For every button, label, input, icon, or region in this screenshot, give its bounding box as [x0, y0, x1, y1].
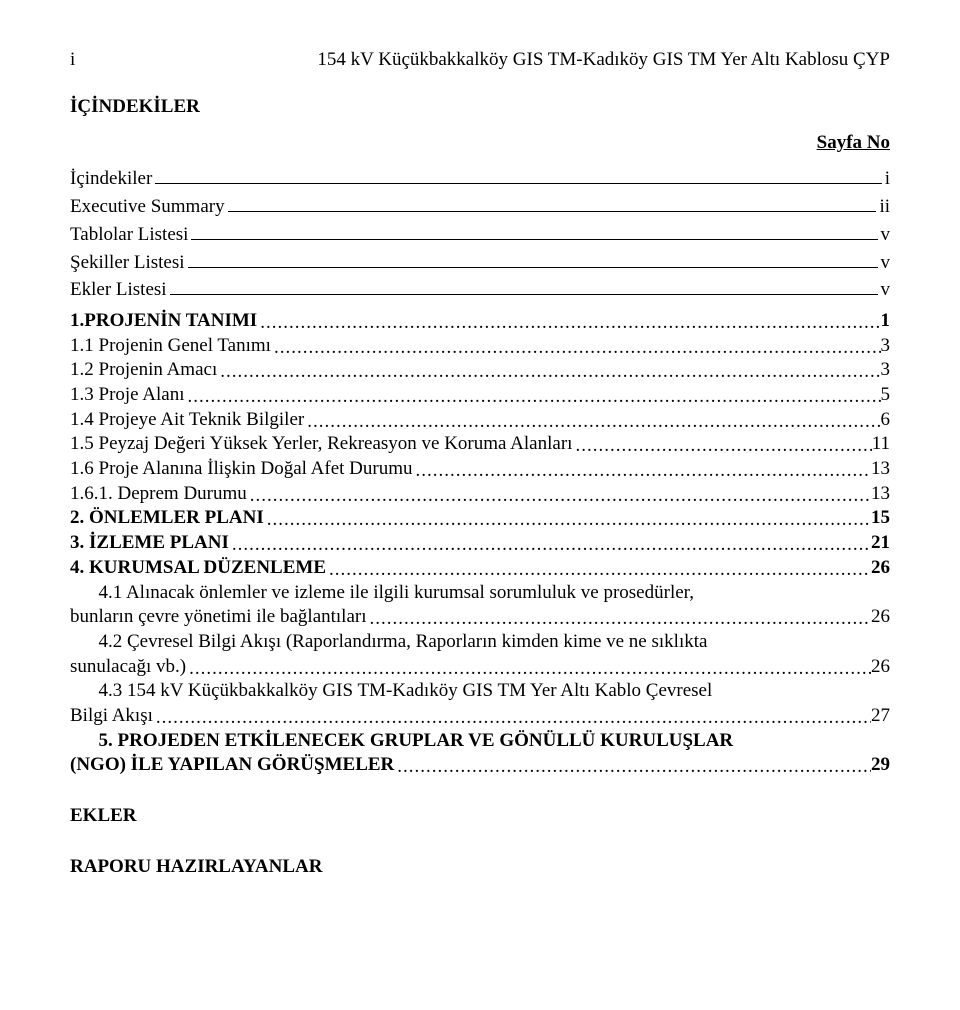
toc-page: 27 [871, 704, 890, 729]
toc-label: 1.2 Projenin Amacı [70, 358, 217, 383]
toc-wrap-line: 5. PROJEDEN ETKİLENECEK GRUPLAR VE GÖNÜL… [70, 729, 890, 754]
front-matter-page: v [881, 278, 891, 303]
underline-fill [191, 222, 877, 240]
toc-page: 29 [871, 753, 890, 778]
toc-row: 1.6 Proje Alanına İlişkin Doğal Afet Dur… [70, 457, 890, 482]
front-matter-row: Şekiller Listesi v [70, 249, 890, 275]
doc-title: 154 kV Küçükbakkalköy GIS TM-Kadıköy GIS… [317, 48, 890, 73]
toc-row: 3. İZLEME PLANI 21 [70, 531, 890, 556]
toc-dots [217, 360, 880, 385]
front-matter-label: Ekler Listesi [70, 278, 167, 303]
toc-label: 2. ÖNLEMLER PLANI [70, 506, 264, 531]
toc-row: sunulacağı vb.) 26 [70, 655, 890, 680]
toc-page: 26 [871, 655, 890, 680]
toc-row: 1.PROJENİN TANIMI 1 [70, 309, 890, 334]
toc-dots [264, 508, 871, 533]
toc-row: 4. KURUMSAL DÜZENLEME 26 [70, 556, 890, 581]
toc-page: 26 [871, 605, 890, 630]
front-matter-row: İçindekiler i [70, 166, 890, 192]
toc-wrap-line: 4.3 154 kV Küçükbakkalköy GIS TM-Kadıköy… [70, 679, 890, 704]
toc-dots [394, 755, 871, 780]
toc-row: Bilgi Akışı 27 [70, 704, 890, 729]
toc-page: 26 [871, 556, 890, 581]
front-matter-page: ii [879, 195, 890, 220]
toc-dots [572, 434, 871, 459]
toc-label: 1.6 Proje Alanına İlişkin Doğal Afet Dur… [70, 457, 412, 482]
toc-dots [247, 484, 871, 509]
toc-dots [326, 558, 871, 583]
toc-dots [186, 657, 871, 682]
front-matter-label: Şekiller Listesi [70, 251, 185, 276]
toc-list: 1.PROJENİN TANIMI11.1 Projenin Genel Tan… [70, 309, 890, 778]
front-matter-label: İçindekiler [70, 167, 152, 192]
toc-row: 1.4 Projeye Ait Teknik Bilgiler 6 [70, 408, 890, 433]
toc-wrap-line: 4.1 Alınacak önlemler ve izleme ile ilgi… [70, 581, 890, 606]
front-matter-list: İçindekileriExecutive SummaryiiTablolar … [70, 166, 890, 303]
toc-row: 1.6.1. Deprem Durumu 13 [70, 482, 890, 507]
front-matter-row: Tablolar Listesi v [70, 222, 890, 248]
toc-row: 1.1 Projenin Genel Tanımı 3 [70, 334, 890, 359]
toc-row: 1.3 Proje Alanı 5 [70, 383, 890, 408]
underline-fill [170, 277, 878, 295]
toc-page: 6 [881, 408, 891, 433]
front-matter-row: Ekler Listesi v [70, 277, 890, 303]
page-marker: i [70, 48, 75, 73]
toc-dots [229, 533, 871, 558]
toc-page: 5 [881, 383, 891, 408]
toc-row: 1.2 Projenin Amacı 3 [70, 358, 890, 383]
toc-dots [412, 459, 871, 484]
toc-dots [185, 385, 881, 410]
toc-page: 3 [881, 334, 891, 359]
toc-row: (NGO) İLE YAPILAN GÖRÜŞMELER 29 [70, 753, 890, 778]
front-matter-page: v [881, 251, 891, 276]
front-matter-page: i [885, 167, 890, 192]
toc-label: bunların çevre yönetimi ile bağlantıları [70, 605, 367, 630]
running-header: i 154 kV Küçükbakkalköy GIS TM-Kadıköy G… [70, 48, 890, 73]
toc-label: 1.3 Proje Alanı [70, 383, 185, 408]
toc-label: 1.1 Projenin Genel Tanımı [70, 334, 271, 359]
toc-page: 15 [871, 506, 890, 531]
toc-page: 1 [881, 309, 891, 334]
toc-dots [153, 706, 871, 731]
raporu-heading: RAPORU HAZIRLAYANLAR [70, 855, 890, 880]
toc-label: sunulacağı vb.) [70, 655, 186, 680]
toc-dots [304, 410, 880, 435]
toc-page: 11 [872, 432, 890, 457]
toc-dots [367, 607, 871, 632]
toc-label: 1.4 Projeye Ait Teknik Bilgiler [70, 408, 304, 433]
toc-title: İÇİNDEKİLER [70, 95, 890, 120]
toc-label: Bilgi Akışı [70, 704, 153, 729]
toc-dots [257, 311, 880, 336]
underline-fill [228, 194, 877, 212]
front-matter-label: Executive Summary [70, 195, 225, 220]
page-column-label: Sayfa No [70, 131, 890, 156]
toc-page: 13 [871, 457, 890, 482]
toc-label: 1.6.1. Deprem Durumu [70, 482, 247, 507]
toc-label: 1.5 Peyzaj Değeri Yüksek Yerler, Rekreas… [70, 432, 572, 457]
toc-label: 1.PROJENİN TANIMI [70, 309, 257, 334]
toc-page: 21 [871, 531, 890, 556]
toc-label: (NGO) İLE YAPILAN GÖRÜŞMELER [70, 753, 394, 778]
front-matter-label: Tablolar Listesi [70, 223, 188, 248]
toc-dots [271, 336, 881, 361]
front-matter-page: v [881, 223, 891, 248]
toc-row: 2. ÖNLEMLER PLANI 15 [70, 506, 890, 531]
underline-fill [155, 166, 881, 184]
toc-page: 3 [881, 358, 891, 383]
toc-row: 1.5 Peyzaj Değeri Yüksek Yerler, Rekreas… [70, 432, 890, 457]
toc-page: 13 [871, 482, 890, 507]
toc-label: 3. İZLEME PLANI [70, 531, 229, 556]
front-matter-row: Executive Summary ii [70, 194, 890, 220]
toc-wrap-line: 4.2 Çevresel Bilgi Akışı (Raporlandırma,… [70, 630, 890, 655]
toc-row: bunların çevre yönetimi ile bağlantıları… [70, 605, 890, 630]
ekler-heading: EKLER [70, 804, 890, 829]
underline-fill [188, 249, 878, 267]
toc-label: 4. KURUMSAL DÜZENLEME [70, 556, 326, 581]
